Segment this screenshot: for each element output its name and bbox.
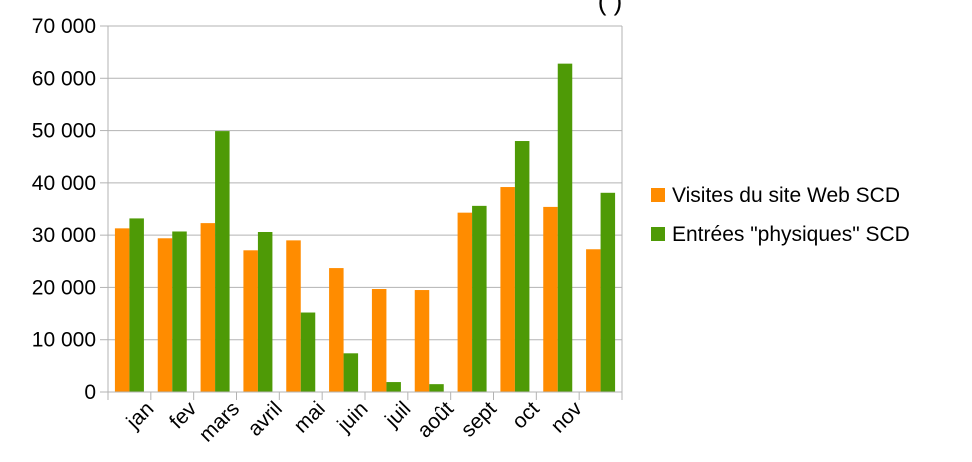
x-tick-label: mai — [290, 397, 330, 437]
chart-title: ( ) — [598, 0, 623, 16]
bar-visites — [543, 206, 558, 392]
axes — [100, 25, 623, 400]
bar-visites — [286, 240, 301, 392]
bar-visites — [200, 223, 216, 392]
y-tick-label: 20 000 — [32, 276, 96, 299]
y-tick-labels: 0 10 000 20 000 30 000 40 000 50 000 60 000 70 … — [32, 15, 96, 404]
bar-visites — [457, 212, 473, 392]
legend-swatch-entrees — [651, 227, 665, 241]
legend: Visites du site Web SCD Entrées "physiqu… — [651, 184, 910, 246]
bar-visites — [329, 268, 344, 392]
x-tick-label: mars — [195, 397, 244, 446]
bar-entrees — [429, 384, 444, 392]
y-tick-label: 0 — [84, 381, 96, 404]
y-tick-label: 30 000 — [32, 224, 96, 247]
x-tick-label: août — [413, 397, 458, 442]
bar-entrees — [600, 192, 616, 392]
bar-entrees — [557, 63, 573, 392]
bar-visites — [371, 288, 387, 392]
bar-visites — [414, 290, 430, 392]
bar-entrees — [129, 218, 144, 392]
y-tick-label: 70 000 — [32, 15, 96, 38]
x-tick-label: avril — [243, 397, 286, 440]
bar-entrees — [215, 131, 230, 392]
y-tick-label: 60 000 — [32, 67, 96, 90]
bar-visites — [114, 228, 130, 392]
x-tick-label: nov — [546, 397, 587, 438]
y-tick-label: 40 000 — [32, 172, 96, 195]
bars — [114, 63, 616, 392]
bar-entrees — [257, 232, 273, 392]
bar-visites — [243, 250, 258, 392]
legend-swatch-visites — [651, 188, 665, 202]
x-tick-label: juil — [380, 397, 415, 432]
bar-visites — [157, 238, 173, 392]
legend-label-visites: Visites du site Web SCD — [672, 184, 900, 207]
y-tick-label: 10 000 — [32, 329, 96, 352]
bar-visites — [500, 187, 515, 392]
bar-entrees — [386, 382, 401, 392]
legend-label-entrees: Entrées "physiques" SCD — [672, 223, 910, 246]
x-tick-label: jan — [122, 397, 159, 434]
bar-entrees — [300, 312, 316, 392]
bar-visites — [586, 249, 601, 392]
bar-entrees — [472, 205, 487, 392]
bar-entrees — [343, 353, 359, 392]
bar-entrees — [172, 231, 187, 392]
x-tick-label: oct — [508, 397, 544, 433]
bar-entrees — [514, 141, 530, 392]
y-tick-label: 50 000 — [32, 120, 96, 143]
x-tick-label: sept — [457, 397, 501, 441]
x-tick-label: juin — [332, 397, 372, 437]
gridlines — [108, 25, 622, 341]
